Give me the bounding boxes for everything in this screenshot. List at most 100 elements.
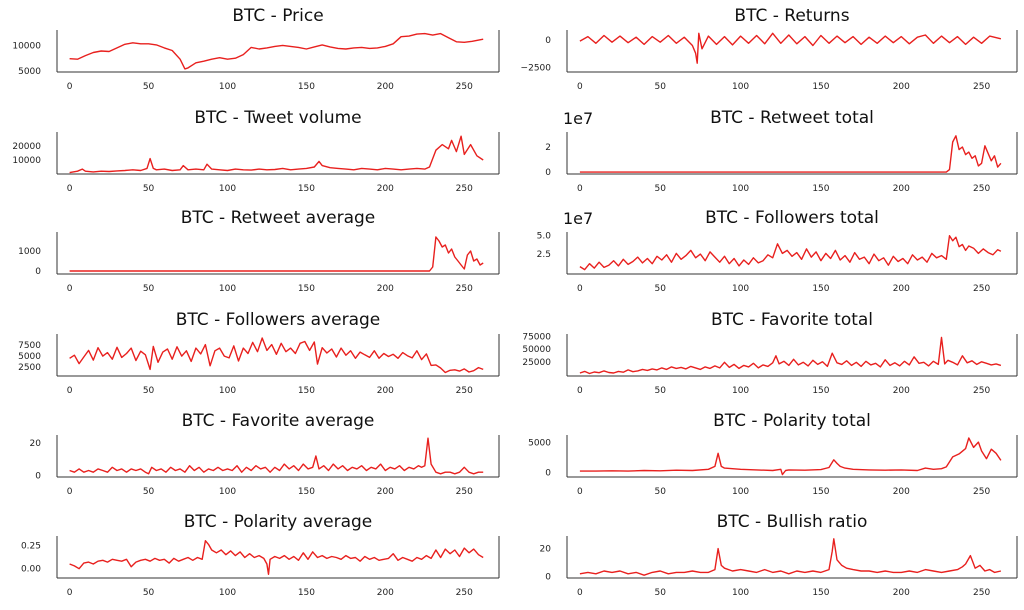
- btc-retweet-total-series-line: [579, 135, 1002, 173]
- btc-bullish-ratio-ytick-label: 0: [545, 573, 551, 583]
- btc-tweet-volume-series-line: [69, 135, 484, 174]
- btc-followers-average-xtick-label: 250: [456, 386, 473, 396]
- btc-followers-average-ytick-label: 5000: [18, 352, 41, 362]
- btc-favorite-average-series-line: [69, 437, 484, 475]
- btc-retweet-total-xtick-label: 200: [893, 184, 910, 194]
- btc-followers-total-series-line: [579, 234, 1002, 271]
- btc-polarity-total-xtick-label: 200: [893, 487, 910, 497]
- btc-retweet-total-xtick-label: 250: [973, 184, 990, 194]
- btc-tweet-volume-xtick-label: 0: [67, 184, 73, 194]
- btc-price-xtick-label: 0: [67, 82, 73, 92]
- btc-polarity-total-xtick-label: 50: [654, 487, 666, 497]
- btc-bullish-ratio-title: BTC - Bullish ratio: [717, 512, 868, 532]
- btc-favorite-average-ytick-label: 20: [30, 439, 42, 449]
- btc-favorite-total-xtick-label: 0: [577, 386, 583, 396]
- btc-favorite-average-ytick-label: 0: [35, 471, 41, 481]
- btc-favorite-total-ytick-label: 50000: [522, 345, 551, 355]
- btc-followers-total-xtick-label: 150: [812, 284, 829, 294]
- btc-retweet-total-offset-label: 1e7: [563, 109, 593, 128]
- btc-retweet-total-xtick-label: 0: [577, 184, 583, 194]
- btc-retweet-average-ytick-label: 0: [35, 267, 41, 277]
- btc-polarity-average-xtick-label: 100: [219, 588, 236, 598]
- btc-favorite-average-xtick-label: 50: [143, 487, 155, 497]
- btc-price-xtick-label: 100: [219, 82, 236, 92]
- btc-favorite-total-series-line: [579, 336, 1002, 375]
- btc-favorite-average-xtick-label: 250: [456, 487, 473, 497]
- btc-followers-average-ytick-label: 7500: [18, 341, 41, 351]
- btc-bullish-ratio-ytick-label: 20: [540, 545, 552, 555]
- btc-polarity-total-series-line: [579, 437, 1002, 476]
- btc-retweet-average-xtick-label: 100: [219, 284, 236, 294]
- btc-favorite-average-xtick-label: 0: [67, 487, 73, 497]
- btc-followers-total-xtick-label: 50: [654, 284, 666, 294]
- btc-returns-ytick-label: −2500: [521, 64, 552, 74]
- btc-followers-average-title: BTC - Followers average: [176, 310, 381, 330]
- btc-retweet-average-xtick-label: 250: [456, 284, 473, 294]
- btc-tweet-volume-xtick-label: 150: [298, 184, 315, 194]
- btc-followers-total-panel: BTC - Followers total 1e7 2.5 5.0 0 50 100 150 2…: [537, 208, 1018, 294]
- btc-polarity-total-xtick-label: 100: [732, 487, 749, 497]
- btc-polarity-average-xtick-label: 50: [143, 588, 155, 598]
- btc-followers-total-ytick-label: 5.0: [537, 232, 552, 242]
- btc-tweet-volume-xtick-label: 50: [143, 184, 155, 194]
- btc-price-panel: BTC - Price 5000 10000 0 50 100 150 200 250: [12, 6, 500, 92]
- btc-retweet-average-xtick-label: 50: [143, 284, 155, 294]
- btc-returns-title: BTC - Returns: [734, 6, 849, 26]
- btc-price-xtick-label: 50: [143, 82, 155, 92]
- btc-followers-average-xtick-label: 150: [298, 386, 315, 396]
- btc-returns-xtick-label: 200: [893, 82, 910, 92]
- btc-polarity-average-xtick-label: 200: [377, 588, 394, 598]
- btc-tweet-volume-title: BTC - Tweet volume: [194, 108, 361, 128]
- btc-polarity-average-ytick-label: 0.00: [21, 565, 41, 575]
- btc-price-xtick-label: 200: [377, 82, 394, 92]
- btc-polarity-average-panel: BTC - Polarity average 0.00 0.25 0 50 100 150 2…: [21, 512, 500, 598]
- btc-retweet-total-ytick-label: 2: [545, 143, 551, 153]
- btc-tweet-volume-xtick-label: 100: [219, 184, 236, 194]
- btc-favorite-average-xtick-label: 200: [377, 487, 394, 497]
- btc-bullish-ratio-xtick-label: 100: [732, 588, 749, 598]
- btc-bullish-ratio-xtick-label: 50: [654, 588, 666, 598]
- btc-followers-total-xtick-label: 100: [732, 284, 749, 294]
- btc-followers-average-xtick-label: 0: [67, 386, 73, 396]
- btc-retweet-total-xtick-label: 150: [812, 184, 829, 194]
- btc-favorite-average-xtick-label: 100: [219, 487, 236, 497]
- btc-favorite-total-xtick-label: 100: [732, 386, 749, 396]
- btc-favorite-total-ytick-label: 25000: [522, 358, 551, 368]
- btc-polarity-average-series-line: [69, 540, 484, 575]
- btc-bullish-ratio-xtick-label: 0: [577, 588, 583, 598]
- btc-polarity-total-xtick-label: 250: [973, 487, 990, 497]
- btc-polarity-total-xtick-label: 150: [812, 487, 829, 497]
- btc-retweet-average-xtick-label: 200: [377, 284, 394, 294]
- btc-retweet-average-ytick-label: 1000: [18, 247, 41, 257]
- btc-tweet-volume-panel: BTC - Tweet volume 10000 20000 0 50 100 150 200…: [12, 108, 500, 194]
- btc-favorite-total-xtick-label: 150: [812, 386, 829, 396]
- btc-tweet-volume-ytick-label: 20000: [12, 142, 41, 152]
- btc-tweet-volume-xtick-label: 250: [456, 184, 473, 194]
- btc-followers-average-xtick-label: 50: [143, 386, 155, 396]
- btc-polarity-total-panel: BTC - Polarity total 0 5000 0 50 100 150 200 250: [528, 411, 1018, 497]
- btc-favorite-total-xtick-label: 50: [654, 386, 666, 396]
- btc-retweet-average-xtick-label: 150: [298, 284, 315, 294]
- btc-polarity-total-ytick-label: 0: [545, 468, 551, 478]
- btc-returns-series-line: [579, 32, 1002, 64]
- btc-retweet-total-xtick-label: 50: [654, 184, 666, 194]
- btc-followers-total-xtick-label: 0: [577, 284, 583, 294]
- btc-favorite-total-ytick-label: 75000: [522, 333, 551, 343]
- btc-returns-xtick-label: 50: [654, 82, 666, 92]
- btc-followers-average-xtick-label: 100: [219, 386, 236, 396]
- btc-favorite-average-xtick-label: 150: [298, 487, 315, 497]
- btc-followers-average-series-line: [69, 337, 484, 374]
- btc-retweet-average-xtick-label: 0: [67, 284, 73, 294]
- btc-returns-ytick-label: 0: [545, 36, 551, 46]
- btc-price-ytick-label: 5000: [18, 67, 41, 77]
- btc-favorite-total-xtick-label: 200: [893, 386, 910, 396]
- btc-retweet-total-ytick-label: 0: [545, 168, 551, 178]
- btc-retweet-average-title: BTC - Retweet average: [181, 208, 376, 228]
- btc-followers-total-offset-label: 1e7: [563, 209, 593, 228]
- btc-polarity-average-ytick-label: 0.25: [21, 541, 41, 551]
- btc-followers-average-ytick-label: 2500: [18, 363, 41, 373]
- btc-favorite-total-xtick-label: 250: [973, 386, 990, 396]
- btc-returns-xtick-label: 150: [812, 82, 829, 92]
